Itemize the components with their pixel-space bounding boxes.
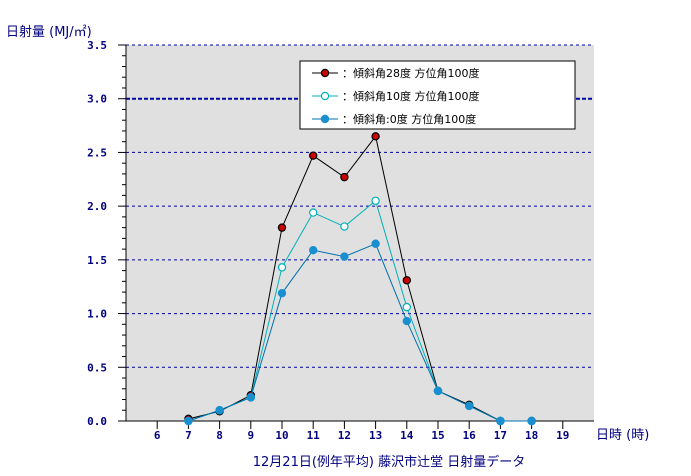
x-tick-label: 6 — [154, 429, 161, 442]
chart-title: 12月21日(例年平均) 藤沢市辻堂 日射量データ — [253, 454, 526, 470]
legend-marker — [320, 68, 330, 78]
data-point — [371, 239, 380, 248]
x-tick-label: 7 — [185, 429, 192, 442]
data-point — [309, 151, 318, 160]
data-point — [215, 406, 224, 415]
x-tick-label: 13 — [369, 429, 382, 442]
data-point — [184, 416, 193, 426]
y-tick-label: 3.0 — [87, 93, 107, 106]
y-tick-label: 0.0 — [87, 415, 107, 428]
x-tick-label: 14 — [400, 429, 414, 442]
x-tick-label: 12 — [338, 429, 351, 442]
data-point — [246, 393, 255, 402]
x-tick-label: 16 — [463, 429, 477, 442]
x-tick-label: 18 — [525, 429, 538, 442]
data-point — [277, 223, 287, 232]
x-tick-label: 9 — [247, 429, 254, 442]
data-point — [465, 401, 474, 411]
data-point — [496, 416, 505, 426]
legend-label: ：傾斜角28度 方位角100度 — [342, 66, 480, 80]
y-tick-label: 3.5 — [87, 39, 107, 52]
data-series — [184, 132, 536, 426]
legend-box — [299, 60, 576, 130]
series-line-2 — [188, 243, 532, 422]
x-tick-label: 8 — [216, 429, 223, 442]
y-tick-label: 2.5 — [87, 146, 107, 159]
data-point — [277, 263, 287, 272]
y-axis-label: 日射量 (MJ/㎡) — [6, 24, 92, 40]
legend-label: ：傾斜角:0度 方位角100度 — [342, 112, 476, 126]
x-axis-label: 日時 (時) — [596, 428, 649, 443]
legend-marker — [320, 114, 330, 124]
data-point — [277, 288, 287, 298]
data-point — [402, 276, 411, 285]
series-line-0 — [188, 135, 532, 422]
data-point — [340, 222, 349, 231]
legend-marker — [320, 91, 330, 101]
x-tick-label: 17 — [494, 429, 507, 442]
x-tick-label: 15 — [431, 429, 444, 442]
y-tick-label: 1.0 — [87, 308, 107, 321]
data-point — [433, 386, 443, 396]
data-point — [402, 316, 411, 326]
y-tick-label: 2.0 — [87, 200, 107, 213]
x-tick-label: 19 — [556, 429, 569, 442]
data-point — [309, 208, 318, 217]
data-point — [402, 302, 411, 312]
legend: ：傾斜角28度 方位角100度 ：傾斜角10度 方位角100度 ：傾斜角:0度 方位… — [299, 60, 576, 130]
y-tick-label: 1.5 — [87, 254, 107, 267]
data-point — [371, 196, 380, 205]
x-tick-label: 10 — [275, 429, 288, 442]
x-tick-label: 11 — [307, 429, 321, 442]
data-point — [371, 132, 380, 141]
data-point — [309, 245, 318, 255]
data-point — [340, 172, 349, 182]
data-point — [340, 252, 349, 261]
data-point — [527, 416, 536, 426]
legend-label: ：傾斜角10度 方位角100度 — [342, 89, 480, 103]
y-tick-label: 0.5 — [87, 361, 107, 374]
